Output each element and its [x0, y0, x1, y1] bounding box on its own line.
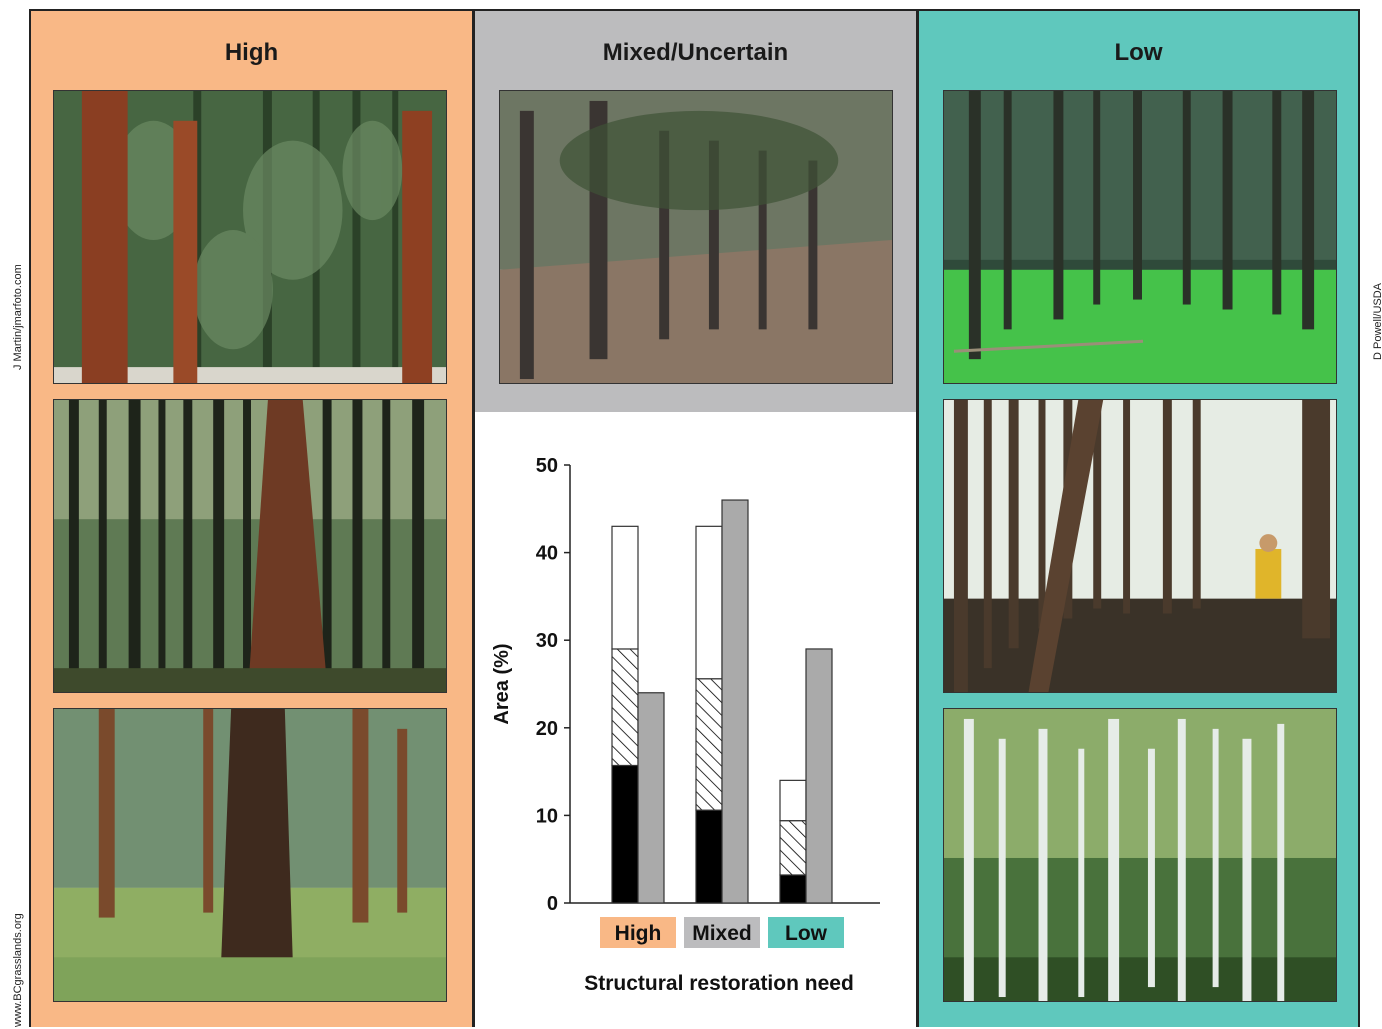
category-label-high: High	[615, 922, 662, 945]
panel-low: Low	[917, 9, 1360, 1027]
panel-mixed: Mixed/Uncertain 0 10 20 30 40 50 Area (%) High M…	[473, 9, 918, 1027]
photo-low-green-understory	[943, 90, 1337, 384]
category-label-box-low	[768, 917, 844, 948]
x-axis-label: Structural restoration need	[584, 972, 854, 995]
gray-bar-mixed	[721, 499, 749, 904]
stacked-bar-hatched-high	[611, 648, 639, 767]
stacked-bar-white-high	[611, 525, 639, 650]
stacked-bar-black-low	[779, 874, 807, 904]
y-tick-label: 0	[547, 893, 558, 915]
photo-credit-jmartin: J Martin/jmarfoto.com	[12, 264, 24, 370]
photo-high-dark-pines	[53, 399, 447, 693]
photo-low-aspen-grove	[943, 708, 1337, 1002]
panel-title-mixed: Mixed/Uncertain	[602, 39, 789, 66]
panel-title-low: Low	[1114, 39, 1163, 66]
y-tick-label: 10	[536, 805, 558, 827]
stacked-bar-white-low	[779, 779, 807, 822]
panel-title-high: High	[224, 39, 279, 66]
gray-bar-low	[805, 648, 833, 904]
stacked-bar-black-high	[611, 764, 639, 904]
photo-mixed-pine-slope	[499, 90, 893, 384]
stacked-bar-hatched-mixed	[695, 678, 723, 811]
gray-bar-high	[637, 692, 665, 904]
category-label-box-high	[600, 917, 676, 948]
restoration-need-chart: 0 10 20 30 40 50 Area (%) High Mixed Low Structura…	[491, 455, 880, 995]
stacked-bar-black-mixed	[695, 809, 723, 904]
photo-credit-dpowell: D Powell/USDA	[1372, 282, 1382, 360]
stacked-bar-white-mixed	[695, 525, 723, 680]
photo-low-lodgepole-stand	[943, 399, 1337, 693]
stacked-bar-hatched-low	[779, 820, 807, 876]
photo-high-open-grass	[53, 708, 447, 1002]
category-label-box-mixed	[684, 917, 760, 948]
category-label-low: Low	[785, 922, 828, 945]
photo-high-ponderosa	[53, 90, 447, 384]
y-tick-label: 50	[536, 455, 558, 477]
y-tick-label: 40	[536, 543, 558, 565]
panel-high: High	[29, 9, 474, 1027]
y-tick-label: 20	[536, 718, 558, 740]
category-label-mixed: Mixed	[692, 922, 752, 945]
photo-credit-bcgrasslands: www.BCgrasslands.org	[12, 913, 24, 1027]
y-tick-label: 30	[536, 630, 558, 652]
y-axis-label: Area (%)	[491, 643, 513, 724]
